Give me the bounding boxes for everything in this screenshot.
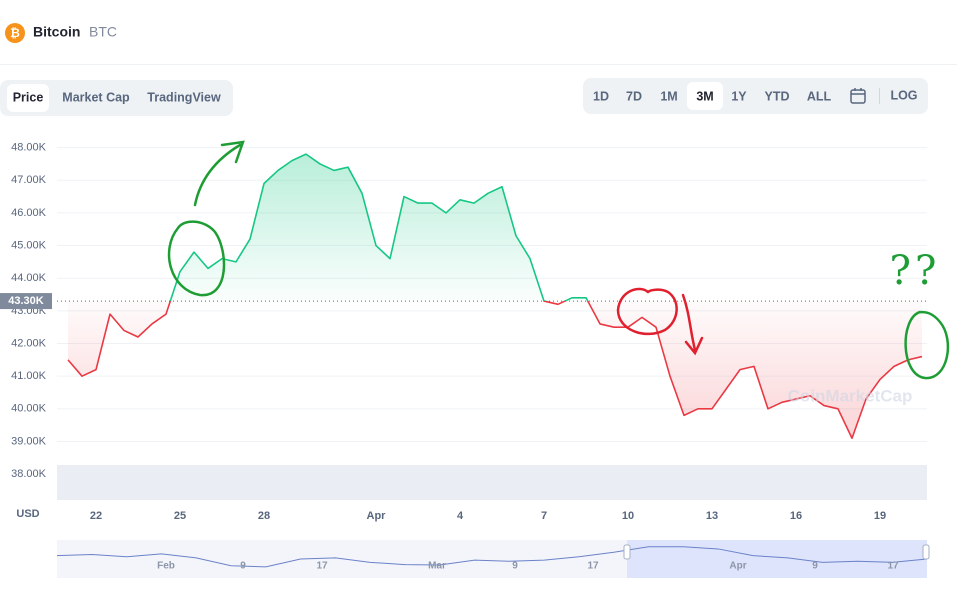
- baseline-label-bg: [0, 293, 52, 310]
- x-tick-label: 4: [457, 510, 464, 522]
- range-tab[interactable]: 1D: [593, 89, 609, 103]
- range-tab[interactable]: ALL: [807, 89, 832, 103]
- currency-label: USD: [16, 508, 39, 520]
- navigator-window: [627, 540, 927, 578]
- watermark: CoinMarketCap: [788, 386, 913, 405]
- x-tick-label: 16: [790, 510, 802, 522]
- range-tab[interactable]: 7D: [626, 89, 642, 103]
- range-tab[interactable]: 3M: [696, 89, 713, 103]
- active-tab-bg: [7, 84, 49, 112]
- active-tab-bg: [687, 82, 723, 110]
- y-tick-label: 39.00K: [11, 435, 47, 447]
- x-tick-label: 13: [706, 510, 718, 522]
- coin-name: Bitcoin: [33, 24, 80, 40]
- y-tick-label: 47.00K: [11, 174, 47, 186]
- logo-symbol: ₿: [10, 26, 20, 40]
- navigator-label: 9: [240, 561, 246, 572]
- navigator-label: Mar: [428, 561, 446, 572]
- y-tick-label: 44.00K: [11, 272, 47, 284]
- plot-area: 38.00K39.00K40.00K41.00K42.00K43.00K44.0…: [0, 141, 927, 522]
- navigator-handle[interactable]: [922, 544, 930, 560]
- y-tick-label: 45.00K: [11, 239, 47, 251]
- calendar-icon[interactable]: [850, 88, 866, 104]
- x-tick-label: 7: [541, 510, 547, 522]
- view-tab[interactable]: Market Cap: [62, 90, 130, 104]
- navigator-label: 9: [812, 561, 818, 572]
- navigator-label: Apr: [729, 561, 746, 572]
- header-bar: [0, 0, 957, 64]
- navigator-label: 17: [587, 561, 599, 572]
- view-tab[interactable]: Price: [13, 90, 44, 104]
- annotation-text: ??: [890, 248, 941, 294]
- y-tick-label: 46.00K: [11, 207, 47, 219]
- range-tab-group: [583, 78, 928, 114]
- range-tab[interactable]: YTD: [765, 89, 790, 103]
- x-tick-label: 22: [90, 510, 102, 522]
- navigator-handle[interactable]: [623, 544, 631, 560]
- log-button[interactable]: LOG: [890, 88, 917, 102]
- navigator-label: 17: [316, 561, 328, 572]
- y-tick-label: 42.00K: [11, 337, 47, 349]
- range-tab[interactable]: 1M: [660, 89, 677, 103]
- x-tick-label: Apr: [367, 510, 387, 522]
- price-area: [68, 154, 922, 439]
- x-tick-label: 19: [874, 510, 886, 522]
- range-tab[interactable]: 1Y: [731, 89, 747, 103]
- x-tick-label: 10: [622, 510, 634, 522]
- volume-strip: [57, 465, 927, 500]
- view-tab[interactable]: TradingView: [147, 90, 221, 104]
- x-tick-label: 28: [258, 510, 270, 522]
- y-tick-label: 48.00K: [11, 141, 47, 153]
- navigator-label: Feb: [157, 561, 175, 572]
- coin-symbol: BTC: [89, 24, 117, 40]
- navigator-line: [56, 546, 928, 568]
- baseline-label: 43.30K: [8, 295, 44, 307]
- logo: [5, 23, 25, 43]
- navigator: Feb 9 17 Mar 9 17 Apr 9 17: [56, 540, 930, 578]
- price-line: [67, 153, 923, 440]
- navigator-label: 9: [512, 561, 518, 572]
- annotations: [167, 140, 950, 380]
- y-tick-label: 38.00K: [11, 468, 47, 480]
- x-tick-label: 25: [174, 510, 186, 522]
- navigator-label: 17: [887, 561, 899, 572]
- view-tab-group: [0, 80, 233, 116]
- y-tick-label: 40.00K: [11, 403, 47, 415]
- y-tick-label: 41.00K: [11, 370, 47, 382]
